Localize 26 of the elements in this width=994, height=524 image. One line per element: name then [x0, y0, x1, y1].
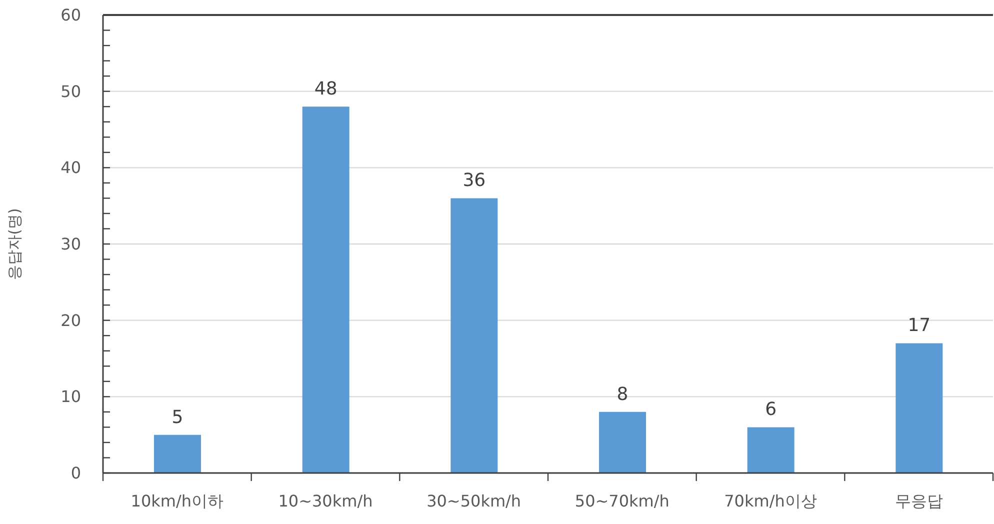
bar — [599, 412, 646, 473]
bar — [747, 427, 794, 473]
data-label: 17 — [908, 315, 931, 336]
x-tick-label: 50~70km/h — [574, 492, 670, 510]
y-tick-label: 10 — [60, 387, 81, 406]
y-tick-label: 50 — [60, 82, 81, 101]
x-tick-label: 70km/h이상 — [724, 492, 817, 510]
data-label: 6 — [765, 399, 777, 420]
data-label: 48 — [314, 78, 338, 100]
data-label: 5 — [172, 406, 184, 428]
y-tick-label: 0 — [70, 464, 81, 482]
x-tick-label: 무응답 — [894, 492, 943, 510]
y-tick-label: 20 — [60, 310, 81, 330]
y-tick-label: 60 — [60, 6, 81, 24]
bar — [896, 343, 943, 473]
x-tick-label: 30~50km/h — [426, 492, 522, 510]
data-label: 8 — [616, 384, 628, 405]
bar — [450, 198, 498, 473]
bar — [154, 434, 201, 473]
y-axis-title: 응답자(명) — [5, 208, 24, 280]
data-label: 36 — [462, 170, 486, 192]
y-tick-label: 40 — [60, 158, 81, 178]
bar — [302, 106, 350, 473]
x-tick-label: 10~30km/h — [278, 492, 373, 510]
x-tick-label: 10km/h이하 — [130, 492, 224, 510]
y-tick-label: 30 — [60, 234, 81, 254]
